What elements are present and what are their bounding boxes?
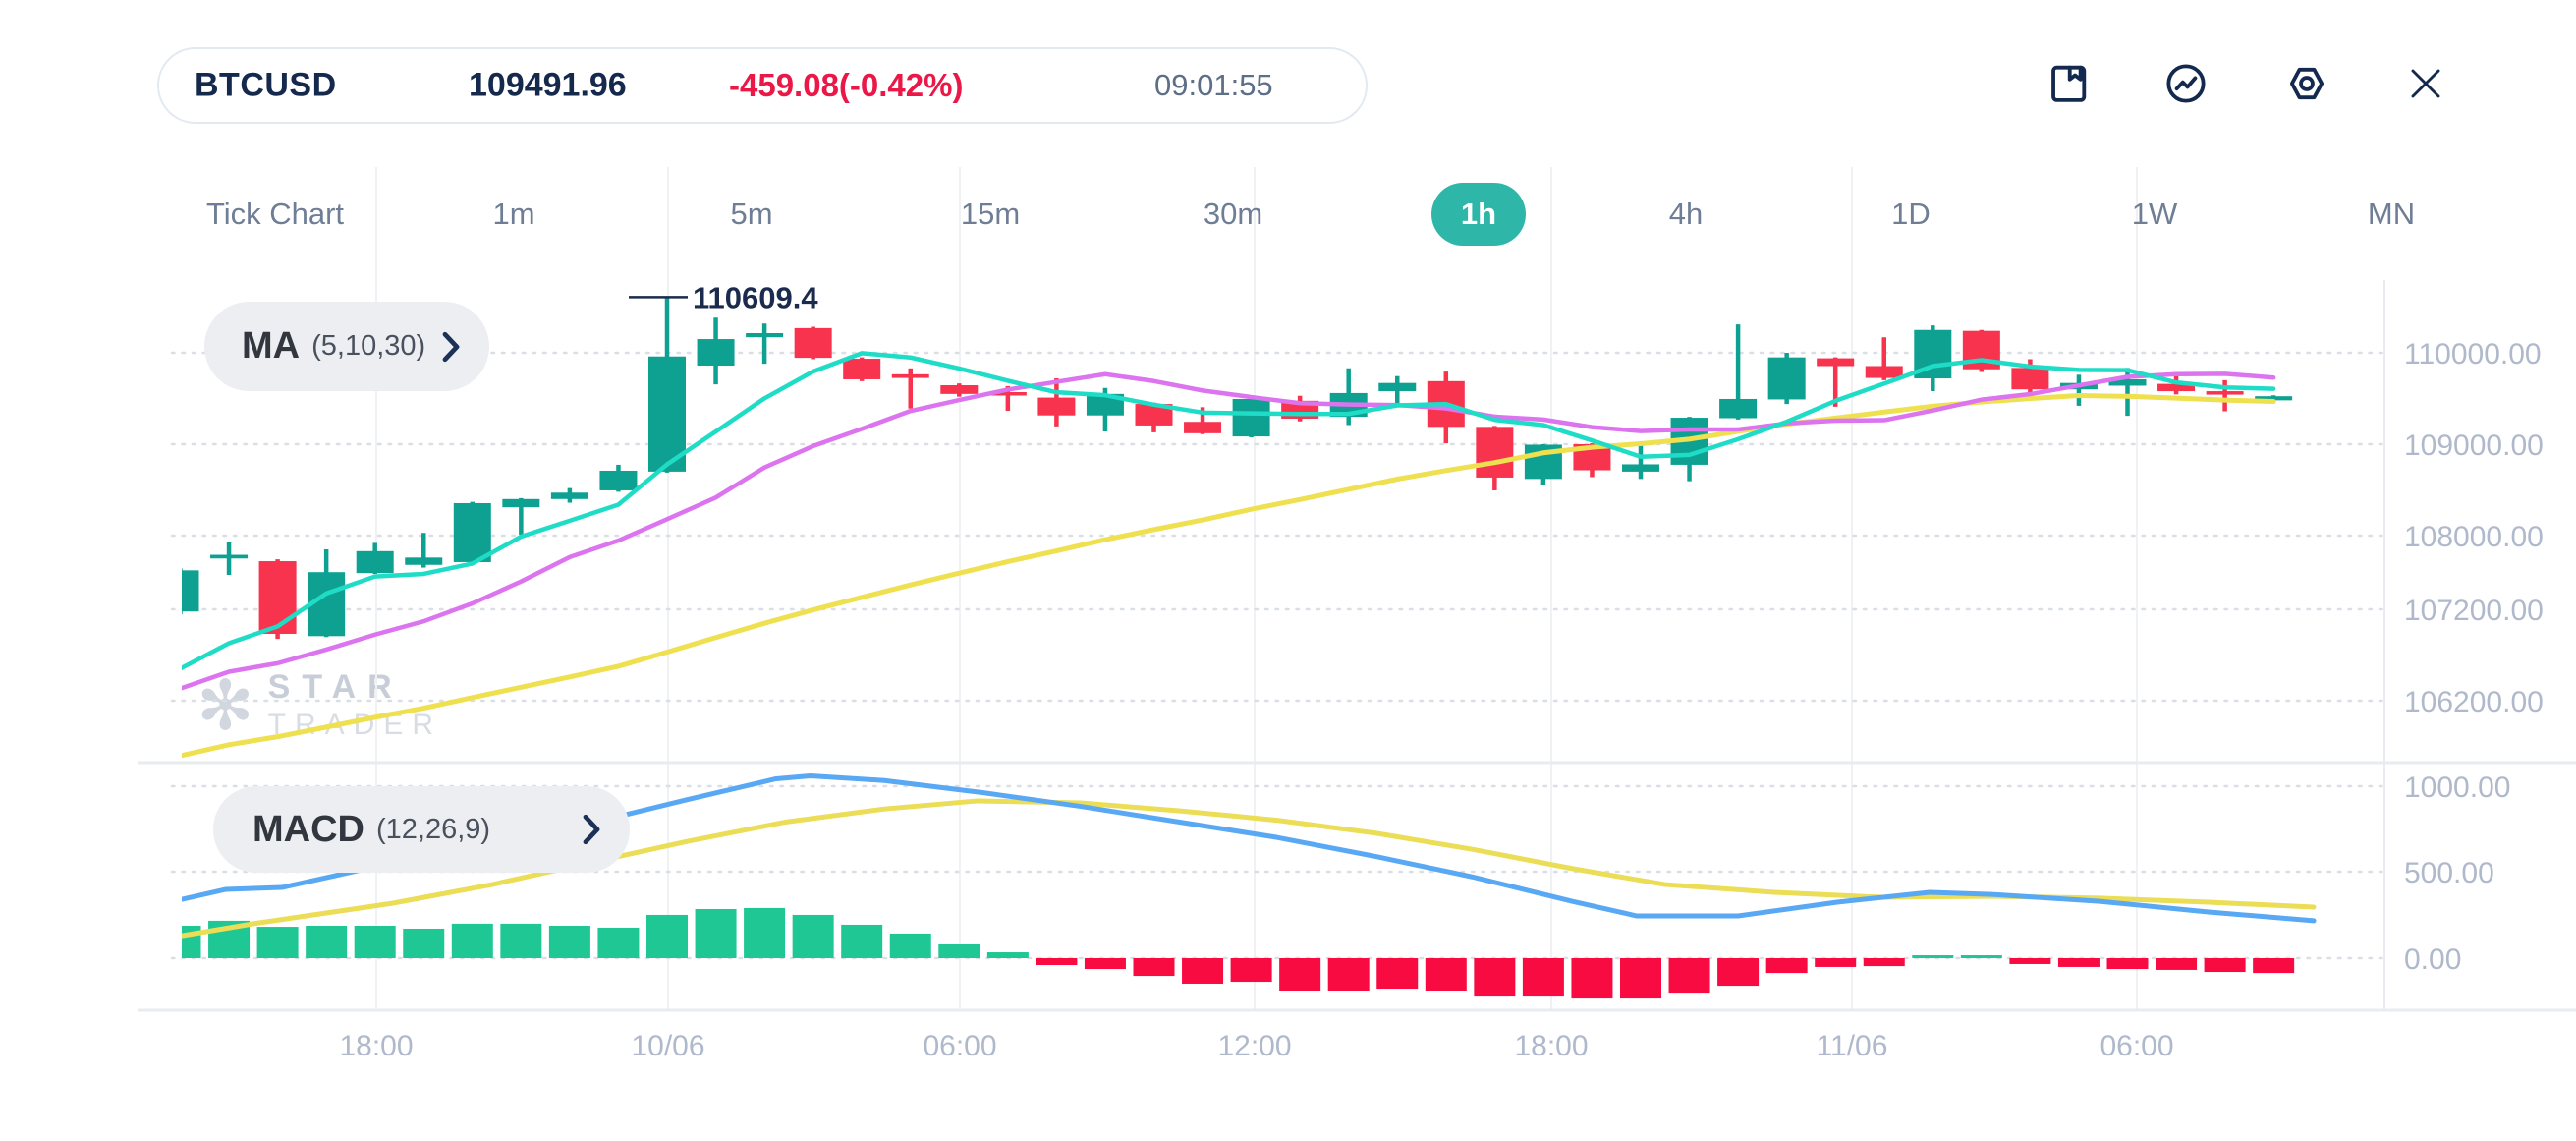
ma-indicator-pill[interactable]: MA (5,10,30) — [204, 302, 489, 391]
tab-30m[interactable]: 30m — [1203, 197, 1263, 231]
tab-1d[interactable]: 1D — [1891, 197, 1931, 231]
axis-time-label: 11/06 — [1817, 1030, 1888, 1062]
axis-price-label: 109000.00 — [2404, 429, 2544, 462]
macd-label: MACD — [252, 808, 364, 850]
chevron-right-icon — [440, 329, 462, 365]
indicator-icon[interactable] — [2163, 61, 2209, 106]
watermark-line1: STAR — [267, 668, 404, 706]
symbol-quote-bar[interactable]: BTCUSD 109491.96 -459.08(-0.42%) 09:01:5… — [157, 47, 1368, 124]
price-change: -459.08(-0.42%) — [729, 67, 964, 103]
axis-price-label: 110000.00 — [2404, 338, 2542, 371]
svg-text:110609.4: 110609.4 — [693, 280, 818, 314]
settings-icon[interactable] — [2284, 61, 2329, 106]
axis-price-label: 108000.00 — [2404, 521, 2544, 553]
tab-15m[interactable]: 15m — [960, 197, 1021, 231]
timeframe-tabs: Tick Chart 1m 5m 15m 30m 1h 4h 1D 1W MN — [0, 183, 2576, 246]
axis-price-label: 1000.00 — [2404, 771, 2510, 804]
quote-time: 09:01:55 — [1154, 68, 1273, 102]
axis-time-label: 18:00 — [339, 1030, 413, 1062]
last-price: 109491.96 — [469, 66, 627, 104]
high-price-annotation: 110609.4 — [629, 280, 818, 314]
gridlines — [138, 167, 2576, 1012]
axis-time-label: 06:00 — [923, 1030, 996, 1062]
macd-params: (12,26,9) — [375, 813, 491, 845]
tab-1w[interactable]: 1W — [2131, 197, 2178, 231]
axis-price-label: 106200.00 — [2404, 686, 2544, 718]
macd-histogram — [182, 907, 2295, 999]
axis-price-label: 107200.00 — [2404, 595, 2544, 627]
axis-time-label: 18:00 — [1514, 1030, 1588, 1062]
ma-label: MA — [242, 325, 301, 367]
ma-lines — [182, 351, 2276, 759]
close-icon[interactable] — [2403, 61, 2448, 106]
macd-indicator-pill[interactable]: MACD (12,26,9) — [213, 786, 630, 873]
tab-4h[interactable]: 4h — [1668, 197, 1704, 231]
axis-time-label: 06:00 — [2100, 1030, 2173, 1062]
tab-tick-chart[interactable]: Tick Chart — [205, 197, 345, 231]
bookmark-icon[interactable] — [2045, 61, 2091, 106]
star-logo-icon: ✻ — [196, 666, 254, 744]
tab-mn[interactable]: MN — [2367, 197, 2416, 231]
tab-5m[interactable]: 5m — [730, 197, 773, 231]
tab-1m[interactable]: 1m — [492, 197, 535, 231]
ma-params: (5,10,30) — [311, 330, 426, 362]
axis-time-label: 10/06 — [631, 1030, 704, 1062]
tab-1h[interactable]: 1h — [1431, 183, 1526, 246]
axis-labels: 110000.00 109000.00 108000.00 107200.00 1062… — [339, 338, 2543, 1062]
symbol-label: BTCUSD — [195, 66, 337, 104]
axis-time-label: 12:00 — [1217, 1030, 1291, 1062]
star-trader-watermark: ✻ STAR TRADER — [196, 668, 442, 742]
chevron-right-icon — [581, 812, 602, 847]
axis-price-label: 0.00 — [2404, 943, 2461, 976]
axis-price-label: 500.00 — [2404, 857, 2494, 889]
